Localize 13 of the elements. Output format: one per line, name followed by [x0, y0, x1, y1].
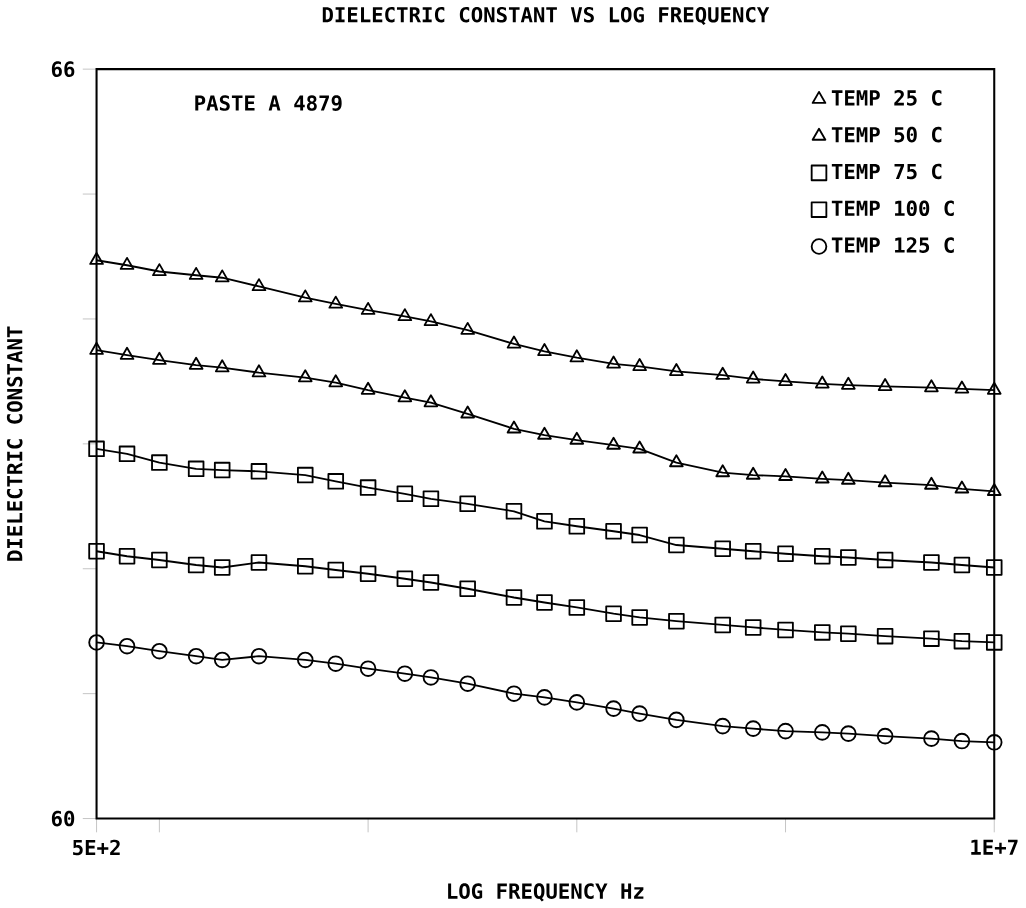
annotation: PASTE A 4879 [195, 95, 342, 111]
y-tick-label: 66 [51, 61, 75, 77]
x-tick-label: 1E+7 [971, 839, 1018, 855]
legend-label: TEMP 50 C [831, 126, 942, 143]
legend-label: TEMP 25 C [831, 89, 942, 106]
legend-label: TEMP 100 C [831, 200, 954, 216]
x-axis-title: LOG FREQUENCY Hz [448, 883, 644, 902]
legend-label: TEMP 125 C [831, 237, 954, 253]
y-axis-title: DIELECTRIC CONSTANT [6, 326, 23, 561]
chart-title: DIELECTRIC CONSTANT VS LOG FREQUENCY [322, 6, 770, 25]
x-tick-label: 5E+2 [73, 839, 120, 856]
y-tick-label: 60 [51, 810, 75, 827]
legend-label: TEMP 75 C [831, 163, 942, 180]
